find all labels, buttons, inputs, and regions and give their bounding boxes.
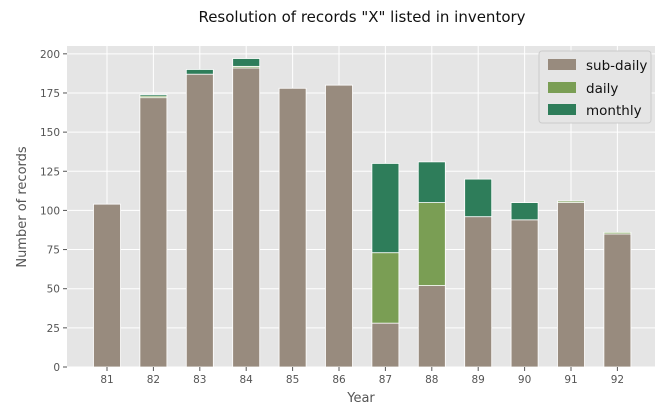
x-tick-label: 85 [286,374,299,386]
x-tick-label: 89 [472,374,485,386]
x-axis-label: Year [346,391,375,405]
y-tick-label: 200 [40,49,60,61]
y-tick-label: 75 [47,245,60,257]
x-tick-label: 81 [100,374,113,386]
bar-daily-92 [603,231,632,235]
bar-sub-daily-84 [232,67,261,368]
x-tick-label: 90 [518,374,531,386]
y-tick-label: 25 [47,323,60,335]
bars [93,58,632,368]
bar-sub-daily-90 [510,219,539,368]
x-tick-label: 84 [240,374,254,386]
x-tick-label: 83 [193,374,206,386]
bar-monthly-82 [139,94,168,97]
y-tick-label: 0 [53,362,60,374]
bar-sub-daily-83 [185,73,214,368]
legend: sub-daily daily monthly [538,50,652,124]
bar-sub-daily-82 [139,97,168,368]
legend-swatch-monthly [548,104,576,115]
bar-sub-daily-89 [464,216,493,368]
x-tick-label: 86 [332,374,346,386]
bar-daily-88 [417,202,446,286]
bar-sub-daily-85 [278,87,307,368]
bar-monthly-89 [464,178,493,218]
x-tick-label: 91 [564,374,577,386]
bar-daily-87 [371,252,400,324]
y-tick-label: 50 [47,284,60,296]
legend-swatch-sub-daily [548,59,576,70]
x-tick-label: 82 [147,374,160,386]
bar-monthly-87 [371,163,400,254]
bar-monthly-83 [185,69,214,75]
bar-daily-91 [557,200,585,203]
legend-swatch-daily [548,82,576,93]
bar-sub-daily-81 [93,203,121,368]
bar-monthly-90 [510,202,539,221]
y-tick-label: 175 [40,88,60,100]
x-tick-label: 88 [425,374,438,386]
bar-monthly-84 [232,58,261,67]
legend-label-sub-daily: sub-daily [586,58,647,74]
bar-sub-daily-92 [603,233,632,368]
legend-label-daily: daily [586,81,618,97]
bar-sub-daily-88 [417,285,446,368]
y-tick-label: 125 [40,166,60,178]
bar-monthly-88 [417,161,446,203]
x-tick-label: 92 [611,374,624,386]
y-axis-label: Number of records [15,146,30,268]
y-tick-label: 150 [40,127,60,139]
bar-sub-daily-91 [557,202,585,368]
x-axis-ticks: 81 82 83 84 85 86 87 88 89 90 91 92 [100,367,624,386]
bar-sub-daily-87 [371,322,400,368]
bar-sub-daily-86 [325,84,353,368]
legend-label-monthly: monthly [586,103,642,119]
chart-title: Resolution of records "X" listed in inve… [198,8,525,26]
x-tick-label: 87 [379,374,392,386]
y-axis-ticks: 0 25 50 75 100 125 150 175 200 [40,49,67,374]
y-tick-label: 100 [40,205,60,217]
